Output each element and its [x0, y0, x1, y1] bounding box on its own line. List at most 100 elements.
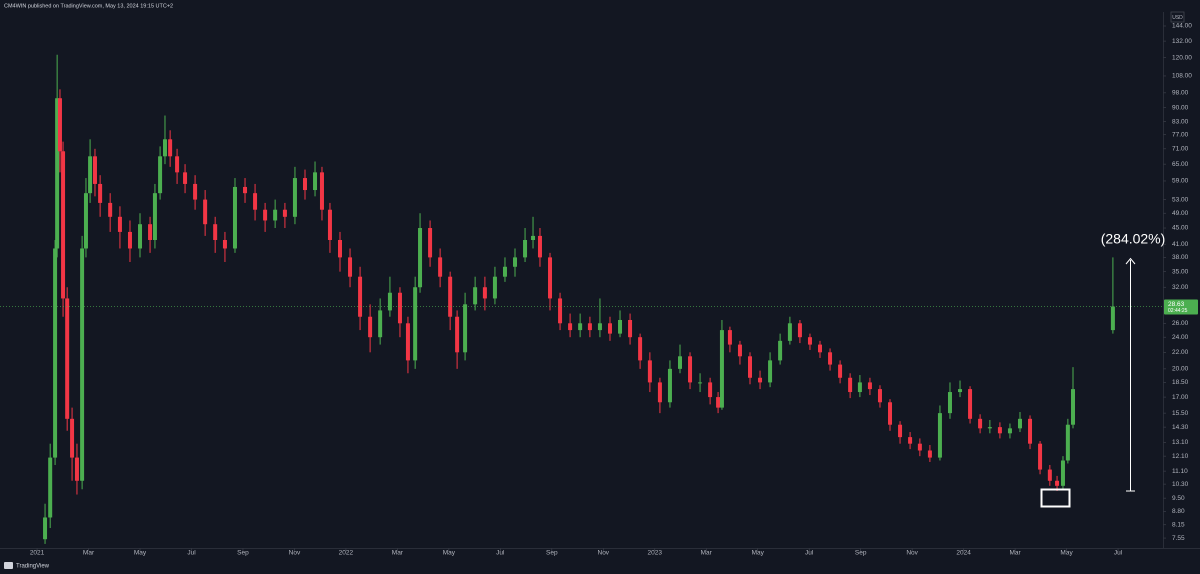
candle-body	[1028, 418, 1033, 444]
x-tick-label: 2022	[339, 550, 354, 557]
y-tick-label: 98.00	[1172, 90, 1189, 97]
candle-body	[53, 248, 58, 458]
candle-body	[677, 356, 682, 369]
y-tick-label: 9.50	[1172, 495, 1185, 502]
y-tick-label: 7.55	[1172, 535, 1185, 542]
y-tick-label: 22.00	[1172, 349, 1189, 356]
candle-body	[818, 344, 823, 353]
candle-body	[378, 310, 383, 338]
candle-body	[1038, 443, 1043, 470]
x-tick-label: 2024	[956, 550, 971, 557]
y-tick-label: 120.00	[1172, 54, 1192, 61]
y-tick-label: 132.00	[1172, 38, 1192, 45]
candle-body	[61, 151, 66, 299]
candle-body	[578, 323, 583, 331]
candle-body	[358, 276, 363, 317]
candle-body	[418, 228, 423, 288]
y-tick-label: 38.00	[1172, 254, 1189, 261]
x-tick-label: Sep	[237, 550, 249, 557]
candle-body	[1007, 428, 1012, 434]
candle-body	[438, 257, 443, 277]
candle-body	[222, 239, 227, 249]
candle-body	[152, 193, 157, 240]
footer-logo: TradingView	[4, 562, 50, 570]
candle-body	[968, 389, 973, 419]
candle-body	[848, 377, 853, 393]
candle-body	[888, 402, 893, 425]
candle-body	[148, 224, 153, 240]
y-tick-label: 35.00	[1172, 268, 1189, 275]
candle-body	[492, 276, 497, 299]
candle-body	[74, 457, 79, 481]
candle-body	[203, 199, 208, 225]
candle-body	[597, 323, 602, 331]
y-tick-label: 90.00	[1172, 104, 1189, 111]
candle-body	[747, 356, 752, 378]
candle-body	[647, 360, 652, 383]
candle-body	[987, 427, 992, 429]
candle-body	[618, 319, 623, 334]
candle-body	[138, 224, 143, 249]
candle-body	[263, 209, 268, 221]
candle-body	[838, 364, 843, 378]
candle-body	[302, 178, 307, 191]
y-tick-label: 71.00	[1172, 146, 1189, 153]
candle-body	[1017, 418, 1022, 429]
y-tick-label: 41.00	[1172, 241, 1189, 248]
y-tick-label: 45.00	[1172, 225, 1189, 232]
candle-body	[537, 235, 542, 258]
x-tick-label: 2023	[648, 550, 663, 557]
candle-body	[927, 450, 932, 458]
x-tick-label: Jul	[496, 550, 505, 557]
y-tick-label: 14.30	[1172, 424, 1189, 431]
candle-body	[405, 323, 410, 361]
candle-body	[313, 172, 318, 191]
x-tick-label: Mar	[83, 550, 95, 557]
candle-body	[92, 156, 97, 184]
candle-body	[428, 228, 433, 258]
y-tick-label: 53.00	[1172, 196, 1189, 203]
candle-body	[193, 183, 198, 200]
candle-body	[947, 392, 952, 414]
y-tick-label: 108.00	[1172, 73, 1192, 80]
candle-body	[127, 231, 132, 249]
candle-body	[168, 139, 173, 157]
x-tick-label: Nov	[289, 550, 301, 557]
y-tick-label: 11.10	[1172, 468, 1188, 475]
x-tick-label: Sep	[546, 550, 558, 557]
candle-body	[282, 209, 287, 217]
x-tick-label: Nov	[906, 550, 918, 557]
candle-body	[688, 356, 693, 383]
candle-body	[473, 287, 478, 305]
y-tick-label: 15.50	[1172, 410, 1189, 417]
candle-body	[413, 287, 418, 361]
candle-body	[719, 330, 724, 408]
candle-body	[448, 276, 453, 317]
x-tick-label: Mar	[701, 550, 713, 557]
candle-body	[387, 292, 392, 311]
candle-body	[758, 377, 763, 383]
candle-body	[48, 457, 53, 518]
candle-body	[898, 424, 903, 438]
countdown-label: 02:44:25	[1168, 308, 1188, 314]
candle-body	[877, 389, 882, 403]
candle-body	[273, 209, 278, 221]
logo-icon	[4, 562, 13, 569]
candle-body	[83, 193, 88, 249]
candle-body	[455, 316, 460, 353]
x-tick-label: May	[443, 550, 456, 557]
arrow-head	[1125, 257, 1136, 265]
candle-body	[857, 382, 862, 393]
y-tick-label: 77.00	[1172, 131, 1189, 138]
candle-body	[657, 382, 662, 403]
candle-body	[638, 337, 643, 361]
y-tick-label: 49.00	[1172, 210, 1189, 217]
candle-body	[337, 239, 342, 258]
candle-body	[937, 413, 942, 458]
y-tick-label: 20.00	[1172, 366, 1189, 373]
candle-body	[117, 216, 122, 232]
x-tick-label: Jul	[187, 550, 196, 557]
